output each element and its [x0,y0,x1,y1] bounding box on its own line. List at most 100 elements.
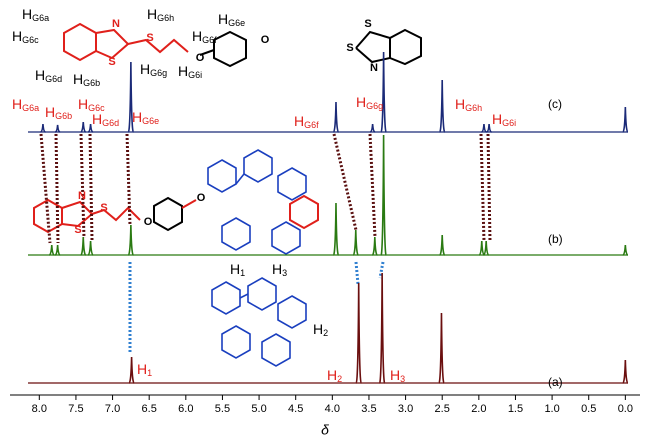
peak [40,123,46,133]
peak [369,123,376,133]
annotation-text: H [137,361,147,377]
annotation-text: H [327,367,337,383]
annotation-text: H [45,104,55,120]
peak-annotation: HG6b [45,104,72,122]
annotation-subscript: G6d [45,74,62,84]
annotation-text: H [455,96,465,112]
peak-annotation: HG6i [178,63,202,81]
annotation-text: H [22,6,32,22]
atom-label: N [370,62,378,74]
peak [80,121,87,133]
annotation-text: H [78,96,88,112]
atom-label: S [100,202,107,214]
series-label: (a) [548,375,563,389]
peak-annotation: HG6g [140,61,167,79]
annotation-subscript: 1 [240,268,245,278]
peak-annotation: HG6e [218,11,245,29]
annotation-text: H [272,261,282,277]
peak [128,356,135,384]
annotation-text: H [313,321,323,337]
annotation-subscript: G6i [188,70,202,80]
peak-annotation: H3 [390,367,405,385]
correlation-lines [39,133,492,352]
ring [289,194,319,230]
peak [486,123,492,133]
annotation-subscript: 1 [147,368,152,378]
peak [622,359,629,384]
annotation-text: H [147,6,157,22]
annotation-subscript: G6b [83,78,100,88]
peak [48,244,55,256]
annotation-subscript: G6a [22,103,39,113]
ring [153,196,183,232]
atom-label: S [346,42,353,54]
peak-annotation: HG6a [12,96,39,114]
peak-annotation: HG6h [455,96,482,114]
x-tick-label: 6.5 [142,403,157,415]
annotation-subscript: G6i [502,118,516,128]
peak-annotation: H3 [272,261,287,279]
ring [61,200,94,228]
atom-label: O [261,34,270,46]
peak [371,236,378,256]
atom-label: N [112,18,120,30]
ring [389,28,422,66]
annotation-text: H [178,63,188,79]
annotation-subscript: G6b [55,111,72,121]
peak [438,79,446,133]
x-tick-label: 4.0 [325,403,340,415]
annotation-text: H [218,11,228,27]
peak [380,51,387,133]
x-tick-label: 6.0 [178,403,193,415]
annotation-subscript: G6e [228,18,245,28]
annotation-text: H [35,67,45,83]
annotation-subscript: G6f [202,35,217,45]
annotation-subscript: 3 [282,268,287,278]
peak-annotation: H2 [313,321,328,339]
x-tick-label: 7.0 [105,403,120,415]
peak [622,244,629,256]
annotation-text: H [390,367,400,383]
atom-label: O [144,216,153,228]
peak-annotation: H2 [327,367,342,385]
annotation-text: H [12,28,22,44]
peak-annotation: HG6d [92,111,119,129]
atom-label: S [146,32,153,44]
macrocycle [211,277,307,367]
peak-annotation: HG6f [294,113,319,131]
ring [63,22,97,62]
peak [355,282,362,384]
peak-annotation: HG6e [132,109,159,127]
atom-label: S [108,56,115,68]
series-label: (c) [548,97,562,111]
peak-annotation: H1 [137,361,152,379]
peak-annotation: HG6b [73,71,100,89]
peak [378,272,386,384]
x-tick-label: 3.5 [361,403,376,415]
x-tick-label: 8.0 [32,403,47,415]
atom-label: N [78,190,86,202]
annotation-subscript: 2 [337,374,342,384]
peak [332,101,340,133]
x-tick-label: 2.0 [471,403,486,415]
x-axis-label: δ [321,422,329,438]
x-tick-label: 5.0 [251,403,266,415]
peak-annotation: HG6h [147,6,174,24]
x-tick-label: 1.5 [508,403,523,415]
annotation-text: H [12,96,22,112]
chain [181,199,197,209]
annotation-subscript: G6h [157,13,174,23]
atom-label: S [74,224,81,236]
x-tick-label: 7.5 [68,403,83,415]
series-label: (b) [548,232,563,246]
atom-label: O [197,192,206,204]
peak [622,106,629,133]
ring [355,30,391,64]
macrocycle [207,149,307,255]
structures [33,22,422,367]
annotation-subscript: G6g [150,68,167,78]
peak [80,236,87,256]
atom-label: S [364,18,371,30]
ring [213,30,247,68]
